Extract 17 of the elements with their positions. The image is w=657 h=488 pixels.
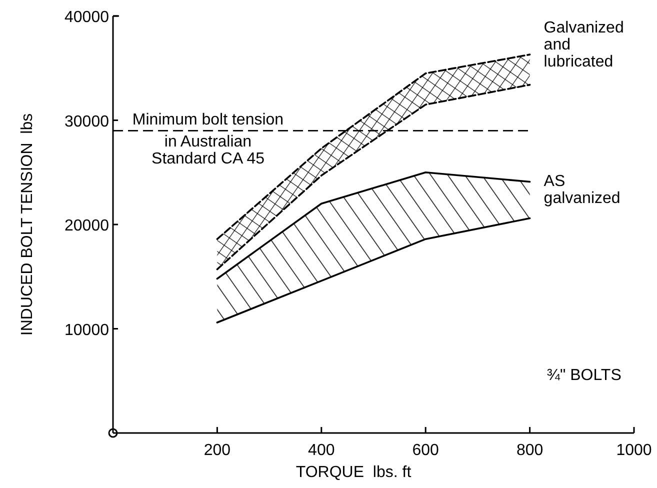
y-tick-label: 10000 — [64, 322, 110, 339]
line-series — [216, 171, 531, 280]
x-tick-label: 800 — [516, 442, 544, 459]
annotation: ¾" BOLTS — [546, 367, 622, 384]
y-axis-title: INDUCED BOLT TENSION lbs — [19, 113, 36, 336]
series-label: Galvanized and lubricated — [544, 20, 624, 71]
ref-line-label: Minimum bolt tension in Australian Standard CA 45 — [132, 112, 284, 168]
x-axis-title: TORQUE lbs. ft — [296, 464, 412, 481]
x-tick-label: 1000 — [616, 442, 652, 459]
y-tick-label: 20000 — [64, 218, 110, 234]
x-tick-label: 200 — [204, 442, 231, 459]
line-series — [216, 217, 531, 324]
y-tick-label: 40000 — [64, 9, 110, 26]
series-label: AS galvanized — [544, 172, 620, 207]
x-tick-label: 600 — [412, 442, 440, 459]
x-tick-label: 400 — [308, 442, 335, 459]
y-tick-label: 30000 — [64, 113, 110, 130]
